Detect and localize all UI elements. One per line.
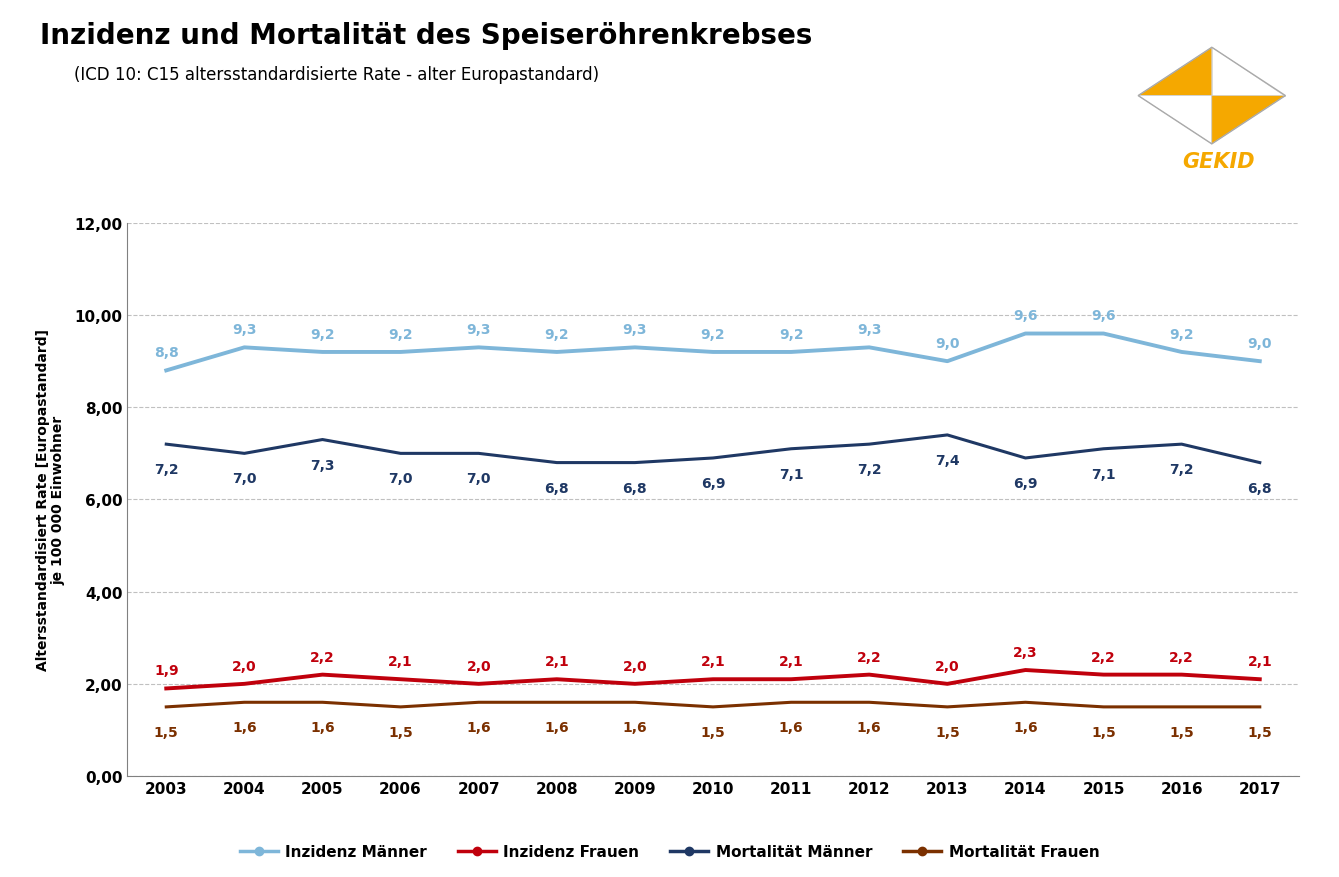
Text: 2,1: 2,1 — [779, 654, 803, 668]
Text: 1,9: 1,9 — [154, 664, 178, 678]
Text: 9,2: 9,2 — [779, 327, 803, 341]
Text: 1,6: 1,6 — [232, 721, 257, 735]
Text: 2,0: 2,0 — [935, 659, 960, 673]
Text: 9,2: 9,2 — [1169, 327, 1194, 341]
Text: 9,0: 9,0 — [935, 337, 960, 351]
Text: 2,0: 2,0 — [232, 659, 257, 673]
Text: 1,6: 1,6 — [545, 721, 569, 735]
Text: 9,2: 9,2 — [545, 327, 569, 341]
Text: 9,2: 9,2 — [388, 327, 412, 341]
Text: 7,0: 7,0 — [388, 472, 412, 486]
Text: 9,2: 9,2 — [311, 327, 335, 341]
Text: (ICD 10: C15 altersstandardisierte Rate - alter Europastandard): (ICD 10: C15 altersstandardisierte Rate … — [74, 66, 599, 84]
Text: 2,2: 2,2 — [1091, 650, 1115, 664]
Text: 9,3: 9,3 — [857, 323, 881, 337]
Text: 6,9: 6,9 — [1014, 476, 1038, 490]
Text: 1,6: 1,6 — [779, 721, 803, 735]
Text: 1,5: 1,5 — [1091, 725, 1115, 739]
Text: 8,8: 8,8 — [154, 346, 178, 360]
Text: 9,3: 9,3 — [623, 323, 647, 337]
Text: 9,2: 9,2 — [700, 327, 726, 341]
Text: 2,3: 2,3 — [1014, 645, 1038, 660]
Text: 7,1: 7,1 — [779, 467, 803, 481]
Text: 9,6: 9,6 — [1014, 309, 1038, 323]
Y-axis label: Altersstandardisiert Rate [Europastandard]
je 100 000 Einwohner: Altersstandardisiert Rate [Europastandar… — [36, 329, 66, 671]
Text: 6,8: 6,8 — [545, 481, 569, 496]
Text: 2,1: 2,1 — [1248, 654, 1272, 668]
Text: Inzidenz und Mortalität des Speiseröhrenkrebses: Inzidenz und Mortalität des Speiseröhren… — [40, 22, 813, 50]
Text: 1,6: 1,6 — [311, 721, 335, 735]
Text: 7,4: 7,4 — [935, 453, 960, 467]
Text: 1,6: 1,6 — [466, 721, 491, 735]
Text: 1,5: 1,5 — [700, 725, 726, 739]
Text: 1,5: 1,5 — [388, 725, 412, 739]
Text: 7,2: 7,2 — [857, 463, 881, 477]
Text: 2,0: 2,0 — [466, 659, 491, 673]
Text: 9,3: 9,3 — [232, 323, 257, 337]
Text: 7,3: 7,3 — [311, 458, 335, 472]
Text: 1,6: 1,6 — [623, 721, 647, 735]
Text: 1,5: 1,5 — [935, 725, 960, 739]
Text: 2,0: 2,0 — [623, 659, 647, 673]
Text: 1,6: 1,6 — [857, 721, 881, 735]
Text: 7,1: 7,1 — [1091, 467, 1115, 481]
Text: GEKID: GEKID — [1182, 152, 1255, 172]
Text: 1,6: 1,6 — [1014, 721, 1038, 735]
Text: 6,9: 6,9 — [700, 476, 726, 490]
Text: 1,5: 1,5 — [1169, 725, 1194, 739]
Text: 9,0: 9,0 — [1248, 337, 1272, 351]
Text: 2,2: 2,2 — [311, 650, 335, 664]
Text: 7,2: 7,2 — [154, 463, 178, 477]
Text: 7,0: 7,0 — [466, 472, 491, 486]
Text: 2,2: 2,2 — [1169, 650, 1194, 664]
Text: 6,8: 6,8 — [623, 481, 647, 496]
Legend: Inzidenz Männer, Inzidenz Frauen, Mortalität Männer, Mortalität Frauen: Inzidenz Männer, Inzidenz Frauen, Mortal… — [233, 838, 1106, 865]
Text: 1,5: 1,5 — [1248, 725, 1272, 739]
Text: 2,2: 2,2 — [857, 650, 881, 664]
Text: 9,6: 9,6 — [1091, 309, 1115, 323]
Text: 1,5: 1,5 — [154, 725, 178, 739]
Text: 7,2: 7,2 — [1169, 463, 1194, 477]
Text: 7,0: 7,0 — [232, 472, 257, 486]
Text: 2,1: 2,1 — [388, 654, 412, 668]
Text: 2,1: 2,1 — [700, 654, 726, 668]
Text: 2,1: 2,1 — [545, 654, 569, 668]
Text: 6,8: 6,8 — [1248, 481, 1272, 496]
Text: 9,3: 9,3 — [466, 323, 491, 337]
